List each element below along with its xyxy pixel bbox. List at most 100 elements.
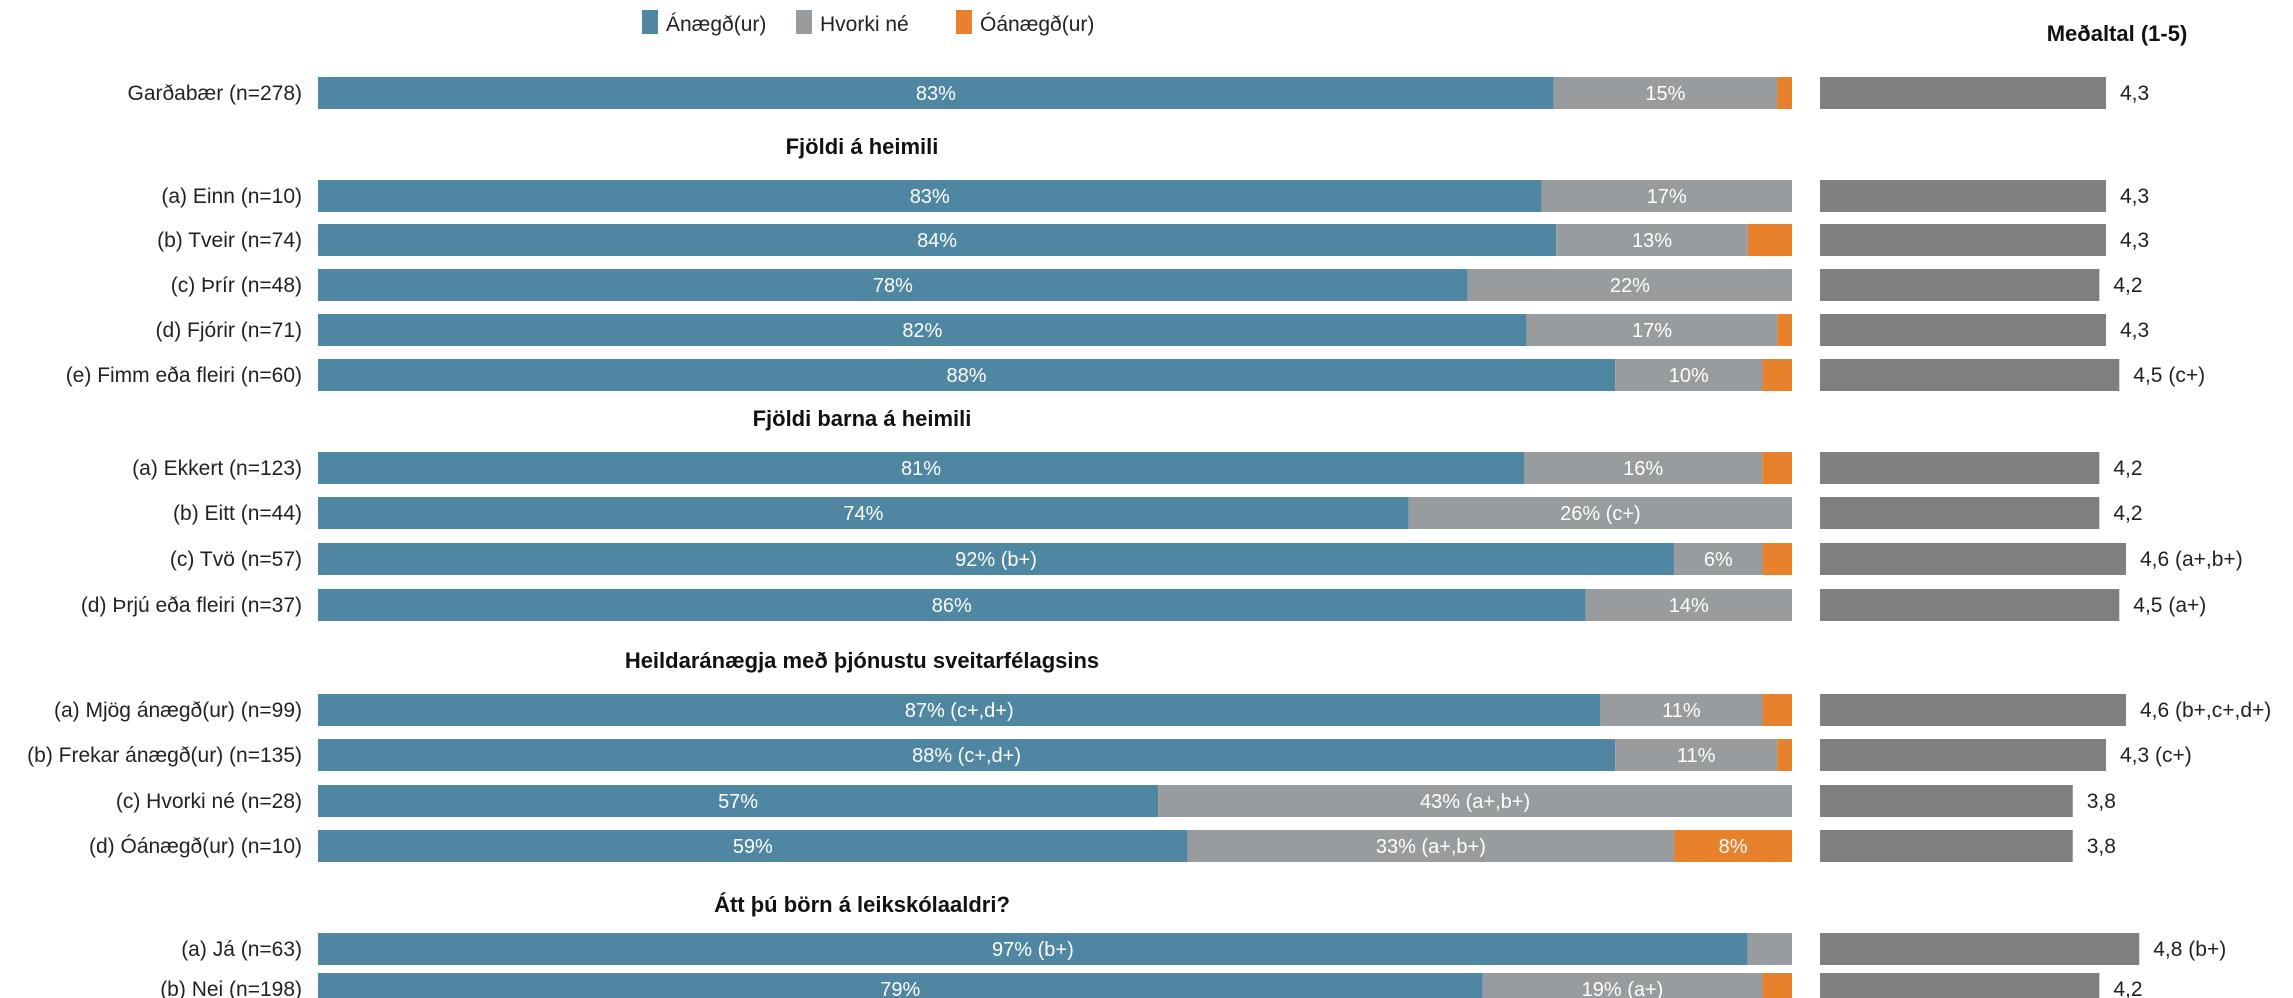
mean-bar bbox=[1820, 77, 2106, 109]
bar-segment-label: 83% bbox=[916, 83, 956, 105]
mean-bar bbox=[1820, 224, 2106, 256]
bar-segment-satisfied bbox=[318, 785, 1159, 817]
bar-segment-label: 88% (c+,d+) bbox=[912, 745, 1021, 767]
bar-segment-label: 10% bbox=[1669, 365, 1709, 387]
row-label: (a) Einn (n=10) bbox=[161, 185, 302, 208]
mean-bar bbox=[1820, 933, 2140, 965]
bar-segment-dissatisfied bbox=[1762, 452, 1792, 484]
group-header: Átt þú börn á leikskólaaldri? bbox=[714, 892, 1010, 917]
mean-label: 4,3 bbox=[2120, 185, 2149, 208]
bar-segment-label: 82% bbox=[902, 320, 942, 342]
row-label: (a) Mjög ánægð(ur) (n=99) bbox=[54, 699, 302, 722]
bar-segment-label: 88% bbox=[947, 365, 987, 387]
mean-bar bbox=[1820, 973, 2100, 998]
mean-label: 3,8 bbox=[2087, 835, 2116, 858]
bar-segment-satisfied bbox=[318, 543, 1675, 575]
mean-column-title: Meðaltal (1-5) bbox=[2047, 21, 2188, 46]
bar-segment-neutral bbox=[1482, 973, 1763, 998]
bar-segment-neutral bbox=[1158, 785, 1792, 817]
bar-segment-satisfied bbox=[318, 739, 1616, 771]
bar-segment-neutral bbox=[1524, 452, 1763, 484]
bar-segment-label: 17% bbox=[1647, 186, 1687, 208]
bar-segment-dissatisfied bbox=[1762, 973, 1792, 998]
bar-segment-label: 86% bbox=[932, 595, 972, 617]
mean-label: 4,3 bbox=[2120, 229, 2149, 252]
mean-label: 4,2 bbox=[2113, 457, 2142, 480]
bar-segment-satisfied bbox=[318, 224, 1557, 256]
bar-segment-neutral bbox=[1467, 269, 1792, 301]
mean-label: 4,5 (a+) bbox=[2133, 594, 2206, 617]
mean-label: 4,3 (c+) bbox=[2120, 744, 2192, 767]
mean-bar bbox=[1820, 269, 2100, 301]
bar-segment-dissatisfied bbox=[1674, 830, 1792, 862]
bar-segment-dissatisfied bbox=[1762, 359, 1792, 391]
legend-label: Ánægð(ur) bbox=[666, 13, 766, 36]
row-label: (b) Nei (n=198) bbox=[160, 978, 302, 998]
mean-label: 4,6 (b+,c+,d+) bbox=[2140, 699, 2271, 722]
bar-segment-label: 19% (a+) bbox=[1582, 979, 1664, 998]
bar-segment-satisfied bbox=[318, 452, 1524, 484]
bar-segment-neutral bbox=[1187, 830, 1675, 862]
group-header: Fjöldi á heimili bbox=[786, 134, 939, 159]
bar-segment-label: 8% bbox=[1719, 836, 1748, 858]
bar-segment-satisfied bbox=[318, 497, 1409, 529]
bar-segment-neutral bbox=[1615, 359, 1763, 391]
bar-segment-satisfied bbox=[318, 830, 1188, 862]
bar-segment-label: 79% bbox=[880, 979, 920, 998]
bar-segment-label: 11% bbox=[1662, 700, 1701, 722]
mean-label: 4,2 bbox=[2113, 274, 2142, 297]
bar-segment-label: 6% bbox=[1704, 549, 1733, 571]
bar-segment-neutral bbox=[1526, 314, 1778, 346]
bar-segment-label: 43% (a+,b+) bbox=[1420, 791, 1530, 813]
bar-segment-dissatisfied bbox=[1777, 77, 1792, 109]
bar-segment-satisfied bbox=[318, 694, 1601, 726]
bar-segment-satisfied bbox=[318, 359, 1616, 391]
mean-label: 4,5 (c+) bbox=[2133, 364, 2205, 387]
row-label: (d) Þrjú eða fleiri (n=37) bbox=[81, 594, 302, 617]
mean-bar bbox=[1820, 180, 2106, 212]
bar-segment-label: 78% bbox=[873, 275, 913, 297]
legend-swatch bbox=[956, 10, 972, 34]
row-label: (a) Ekkert (n=123) bbox=[132, 457, 302, 480]
mean-bar bbox=[1820, 589, 2120, 621]
bar-segment-neutral bbox=[1747, 933, 1792, 965]
bar-segment-dissatisfied bbox=[1747, 224, 1792, 256]
bar-segment-label: 92% (b+) bbox=[955, 549, 1037, 571]
legend-label: Hvorki né bbox=[820, 13, 909, 36]
bar-segment-label: 22% bbox=[1610, 275, 1650, 297]
mean-label: 3,8 bbox=[2087, 790, 2116, 813]
bar-segment-dissatisfied bbox=[1777, 739, 1792, 771]
mean-label: 4,3 bbox=[2120, 319, 2149, 342]
mean-label: 4,3 bbox=[2120, 82, 2149, 105]
row-label: (c) Þrír (n=48) bbox=[171, 274, 302, 297]
mean-label: 4,6 (a+,b+) bbox=[2140, 548, 2243, 571]
bar-segment-label: 14% bbox=[1669, 595, 1709, 617]
legend-swatch bbox=[642, 10, 658, 34]
bar-segment-label: 15% bbox=[1645, 83, 1685, 105]
bar-segment-label: 11% bbox=[1677, 745, 1716, 767]
row-label: (b) Eitt (n=44) bbox=[173, 502, 302, 525]
bar-segment-satisfied bbox=[318, 77, 1554, 109]
mean-label: 4,2 bbox=[2113, 502, 2142, 525]
bar-segment-label: 83% bbox=[910, 186, 950, 208]
row-label: Garðabær (n=278) bbox=[127, 82, 302, 105]
mean-bar bbox=[1820, 830, 2073, 862]
group-header: Heildaránægja með þjónustu sveitarfélags… bbox=[625, 648, 1099, 673]
bar-segment-neutral bbox=[1600, 694, 1763, 726]
mean-bar bbox=[1820, 359, 2120, 391]
chart-rows: Garðabær (n=278) 83% 15% 4,3 Fjöldi á heimil… bbox=[27, 77, 2271, 998]
mean-label: 4,2 bbox=[2113, 978, 2142, 998]
mean-bar bbox=[1820, 694, 2126, 726]
row-label: (a) Já (n=63) bbox=[181, 938, 302, 961]
row-label: (d) Óánægð(ur) (n=10) bbox=[89, 835, 302, 858]
mean-bar bbox=[1820, 785, 2073, 817]
bar-segment-label: 87% (c+,d+) bbox=[905, 700, 1014, 722]
bar-segment-dissatisfied bbox=[1777, 314, 1792, 346]
mean-bar bbox=[1820, 452, 2100, 484]
row-label: (b) Tveir (n=74) bbox=[157, 229, 302, 252]
bar-segment-label: 74% bbox=[843, 503, 883, 525]
bar-segment-label: 57% bbox=[718, 791, 758, 813]
bar-segment-neutral bbox=[1408, 497, 1792, 529]
row-label: (c) Tvö (n=57) bbox=[170, 548, 302, 571]
legend-label: Óánægð(ur) bbox=[980, 13, 1094, 36]
